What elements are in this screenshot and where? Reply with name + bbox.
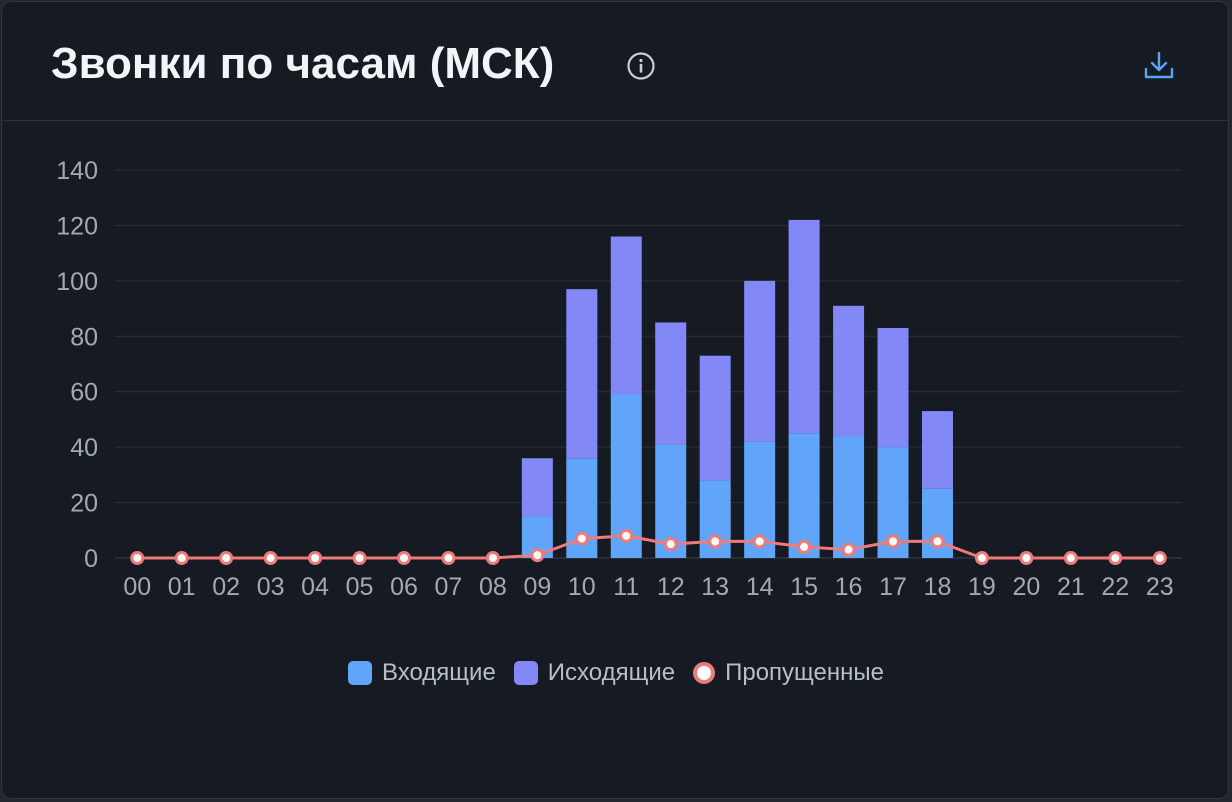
bar-incoming-15 xyxy=(788,433,820,558)
x-tick-label: 21 xyxy=(1057,573,1085,601)
bar-incoming-16 xyxy=(833,436,865,558)
chart-title: Звонки по часам (МСК) xyxy=(51,39,555,88)
missed-point-03 xyxy=(263,551,278,565)
x-tick-label: 01 xyxy=(168,573,196,601)
missed-point-01 xyxy=(174,551,189,565)
bar-outgoing-16 xyxy=(833,305,865,437)
missed-point-20 xyxy=(1019,551,1034,565)
missed-point-17 xyxy=(886,534,901,549)
legend-label-missed: Пропущенные xyxy=(725,659,884,686)
y-tick-label: 140 xyxy=(56,157,98,185)
y-tick-label: 120 xyxy=(56,212,98,240)
x-tick-label: 03 xyxy=(257,573,285,601)
missed-point-19 xyxy=(974,551,989,565)
x-tick-label: 16 xyxy=(835,573,863,601)
x-tick-label: 18 xyxy=(924,573,952,601)
bar-outgoing-12 xyxy=(655,322,687,445)
missed-point-11 xyxy=(619,528,634,543)
x-tick-label: 19 xyxy=(968,573,996,601)
bar-outgoing-18 xyxy=(921,411,953,489)
x-tick-label: 10 xyxy=(568,573,596,601)
y-tick-label: 0 xyxy=(84,545,98,573)
legend-label-outgoing: Исходящие xyxy=(547,659,676,686)
missed-point-22 xyxy=(1108,551,1123,565)
chart-legend: Входящие Исходящие Пропущенные xyxy=(2,657,1228,689)
legend-label-incoming: Входящие xyxy=(382,659,496,686)
y-tick-label: 80 xyxy=(70,323,98,351)
x-tick-label: 04 xyxy=(301,573,329,601)
missed-point-21 xyxy=(1063,551,1078,565)
chart-area: 0 20 40 60 80 100 120 140 00 01 02 03 04 05 06 07 08 09 10… xyxy=(2,122,1228,798)
legend-item-missed[interactable]: Пропущенные xyxy=(693,659,884,687)
bar-outgoing-13 xyxy=(699,355,731,481)
x-tick-label: 15 xyxy=(790,573,818,601)
y-tick-label: 40 xyxy=(70,434,98,462)
missed-point-04 xyxy=(308,551,323,565)
x-tick-label: 09 xyxy=(523,573,551,601)
missed-line xyxy=(137,534,1160,560)
y-tick-label: 60 xyxy=(70,379,98,407)
missed-point-18 xyxy=(930,534,945,549)
missed-point-02 xyxy=(219,551,234,565)
missed-point-06 xyxy=(396,551,411,565)
bar-outgoing-15 xyxy=(788,219,820,434)
x-tick-label: 14 xyxy=(746,573,774,601)
x-tick-label: 07 xyxy=(435,573,463,601)
missed-point-12 xyxy=(663,537,678,552)
x-tick-label: 00 xyxy=(123,573,151,601)
missed-point-00 xyxy=(130,551,145,565)
missed-point-13 xyxy=(708,534,723,549)
y-tick-label: 100 xyxy=(56,268,98,296)
bar-outgoing-10 xyxy=(566,289,598,459)
missed-point-05 xyxy=(352,551,367,565)
card-header: Звонки по часам (МСК) xyxy=(2,2,1228,121)
missed-point-16 xyxy=(841,542,856,557)
x-tick-label: 05 xyxy=(346,573,374,601)
x-tick-label: 23 xyxy=(1146,573,1174,601)
x-tick-label: 06 xyxy=(390,573,418,601)
y-tick-label: 20 xyxy=(70,490,98,518)
legend-item-outgoing[interactable]: Исходящие xyxy=(513,659,676,687)
bar-outgoing-09 xyxy=(521,458,553,517)
legend-swatch-outgoing xyxy=(513,661,538,685)
missed-point-07 xyxy=(441,551,456,565)
missed-point-10 xyxy=(574,531,589,546)
x-tick-label: 20 xyxy=(1012,573,1040,601)
missed-point-09 xyxy=(530,548,545,563)
x-tick-label: 17 xyxy=(879,573,907,601)
x-tick-label: 02 xyxy=(212,573,240,601)
x-tick-label: 22 xyxy=(1101,573,1129,601)
missed-point-23 xyxy=(1152,551,1167,565)
missed-point-15 xyxy=(797,539,812,554)
bar-outgoing-14 xyxy=(744,280,776,442)
info-icon[interactable] xyxy=(626,51,656,81)
x-tick-label: 11 xyxy=(613,573,639,601)
bar-outgoing-11 xyxy=(610,236,642,395)
x-tick-label: 08 xyxy=(479,573,507,601)
bar-outgoing-17 xyxy=(877,327,909,448)
calls-chart: 0 20 40 60 80 100 120 140 00 01 02 03 04 05 06 07 08 09 10… xyxy=(56,157,1182,601)
missed-point-14 xyxy=(752,534,767,549)
legend-item-incoming[interactable]: Входящие xyxy=(348,659,496,687)
download-icon[interactable] xyxy=(1142,49,1176,83)
x-tick-label: 12 xyxy=(657,573,685,601)
legend-swatch-incoming xyxy=(348,661,372,685)
x-tick-label: 13 xyxy=(701,573,729,601)
missed-point-08 xyxy=(485,551,500,565)
legend-marker-missed xyxy=(693,662,716,684)
